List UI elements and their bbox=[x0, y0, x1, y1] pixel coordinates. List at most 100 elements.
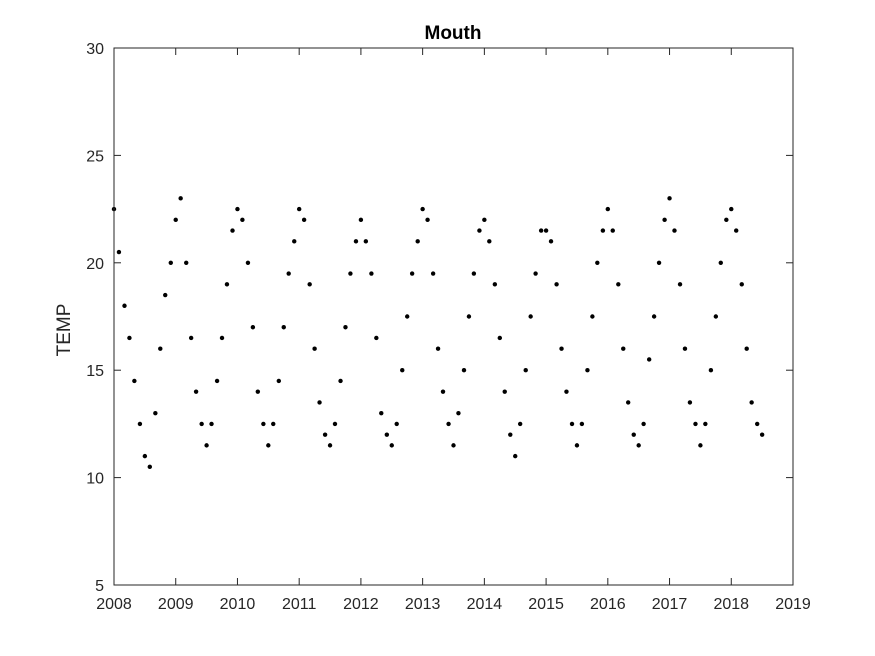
data-point bbox=[405, 314, 410, 319]
data-point bbox=[590, 314, 595, 319]
x-tick-label: 2008 bbox=[96, 596, 132, 613]
data-point bbox=[656, 260, 662, 265]
data-point bbox=[137, 421, 143, 427]
plot-frame bbox=[113, 47, 794, 586]
data-point bbox=[132, 378, 137, 384]
data-point bbox=[595, 260, 600, 265]
data-point bbox=[188, 335, 194, 341]
data-point bbox=[276, 378, 282, 384]
y-axis-label: TEMP bbox=[54, 304, 75, 357]
data-point bbox=[230, 228, 235, 233]
data-point bbox=[456, 410, 461, 416]
data-point bbox=[307, 282, 312, 287]
data-point bbox=[759, 432, 765, 437]
data-point bbox=[466, 314, 472, 319]
data-point bbox=[296, 206, 302, 212]
data-point bbox=[173, 217, 178, 223]
data-point bbox=[708, 368, 714, 373]
data-point bbox=[286, 271, 291, 276]
data-point bbox=[301, 217, 307, 223]
x-tick-label: 2015 bbox=[528, 596, 564, 613]
data-point bbox=[482, 217, 487, 223]
y-tick-label: 25 bbox=[86, 148, 104, 165]
data-point bbox=[415, 239, 420, 244]
data-point bbox=[636, 443, 641, 448]
data-point bbox=[292, 239, 297, 244]
data-point bbox=[245, 260, 251, 265]
data-point bbox=[409, 271, 415, 276]
chart-title: Mouth bbox=[425, 23, 482, 44]
data-point bbox=[538, 228, 544, 233]
y-tick-label: 10 bbox=[86, 471, 104, 488]
x-tick-label: 2017 bbox=[652, 596, 688, 613]
data-point bbox=[543, 228, 549, 233]
data-point bbox=[178, 196, 183, 201]
data-point bbox=[266, 443, 271, 448]
data-point bbox=[255, 389, 261, 394]
data-point bbox=[142, 453, 148, 459]
x-tick-label: 2016 bbox=[590, 596, 626, 613]
data-point bbox=[353, 239, 359, 244]
data-point bbox=[754, 421, 760, 427]
data-point bbox=[271, 421, 276, 427]
data-point bbox=[646, 357, 652, 362]
data-point bbox=[363, 239, 369, 244]
data-point bbox=[605, 206, 611, 212]
data-point bbox=[600, 228, 606, 233]
data-point bbox=[517, 421, 523, 427]
data-point bbox=[672, 228, 677, 233]
data-point bbox=[693, 421, 698, 427]
data-point bbox=[749, 400, 754, 405]
data-point bbox=[502, 389, 507, 394]
data-point bbox=[338, 378, 343, 384]
data-point bbox=[440, 389, 446, 394]
data-point bbox=[322, 432, 328, 437]
data-point bbox=[641, 421, 646, 427]
data-point bbox=[184, 260, 189, 265]
data-point bbox=[528, 314, 533, 319]
data-point bbox=[420, 206, 425, 212]
data-point bbox=[327, 443, 333, 448]
data-point bbox=[744, 346, 749, 351]
data-point bbox=[625, 400, 631, 405]
data-point bbox=[610, 228, 615, 233]
data-point bbox=[219, 335, 225, 341]
data-point bbox=[158, 346, 163, 351]
data-point bbox=[554, 282, 559, 287]
data-point bbox=[116, 249, 122, 255]
data-point bbox=[435, 346, 441, 351]
data-point bbox=[317, 400, 322, 405]
x-tick-label: 2012 bbox=[343, 596, 379, 613]
data-point bbox=[616, 282, 621, 287]
data-point bbox=[122, 303, 127, 308]
data-point bbox=[168, 260, 173, 265]
data-point bbox=[471, 271, 477, 276]
x-tick-label: 2019 bbox=[775, 596, 811, 613]
data-point bbox=[261, 421, 266, 427]
data-point bbox=[240, 217, 245, 223]
data-point bbox=[358, 217, 364, 223]
data-point bbox=[430, 271, 436, 276]
y-tick-label: 5 bbox=[95, 578, 104, 595]
data-point bbox=[163, 292, 168, 298]
data-point bbox=[523, 368, 528, 373]
data-point bbox=[559, 346, 564, 351]
data-point bbox=[384, 432, 390, 437]
data-point bbox=[204, 443, 209, 448]
data-point bbox=[677, 282, 683, 287]
data-point bbox=[631, 432, 636, 437]
data-point bbox=[451, 443, 456, 448]
y-tick-label: 15 bbox=[86, 363, 104, 380]
data-points bbox=[111, 196, 765, 470]
data-point bbox=[281, 325, 286, 330]
data-point bbox=[682, 346, 688, 351]
x-tick-label: 2010 bbox=[220, 596, 256, 613]
data-point bbox=[724, 217, 729, 223]
data-point bbox=[533, 271, 538, 276]
data-point bbox=[687, 400, 693, 405]
data-point bbox=[662, 217, 667, 223]
data-point bbox=[703, 421, 708, 427]
data-point bbox=[667, 196, 672, 201]
